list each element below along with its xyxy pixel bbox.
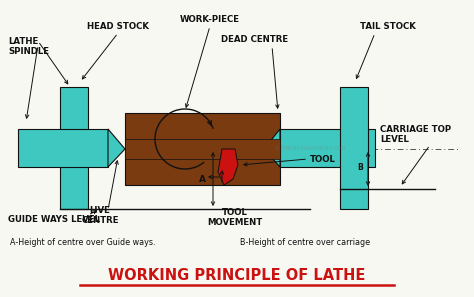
Text: TOOL
MOVEMENT: TOOL MOVEMENT xyxy=(207,208,263,227)
Polygon shape xyxy=(108,129,125,167)
Text: CARRIAGE TOP
LEVEL: CARRIAGE TOP LEVEL xyxy=(380,125,451,144)
Polygon shape xyxy=(218,149,238,185)
Bar xyxy=(125,139,280,159)
Text: A: A xyxy=(199,175,206,184)
Polygon shape xyxy=(264,129,280,167)
Text: LIVE
CENTRE: LIVE CENTRE xyxy=(81,206,119,225)
Text: B-Height of centre over carriage: B-Height of centre over carriage xyxy=(240,238,370,247)
Text: A-Height of centre over Guide ways.: A-Height of centre over Guide ways. xyxy=(10,238,155,247)
Text: WORK-PIECE: WORK-PIECE xyxy=(180,15,240,24)
Bar xyxy=(18,129,108,167)
Bar xyxy=(125,113,280,185)
Text: GUIDE WAYS LEVEL: GUIDE WAYS LEVEL xyxy=(8,215,100,224)
Text: TOOL: TOOL xyxy=(310,154,336,164)
Text: TAIL STOCK: TAIL STOCK xyxy=(360,22,416,31)
Text: B: B xyxy=(357,162,363,171)
Text: HEAD STOCK: HEAD STOCK xyxy=(87,22,149,31)
Text: LATHE
SPINDLE: LATHE SPINDLE xyxy=(8,37,49,56)
Text: DEAD CENTRE: DEAD CENTRE xyxy=(221,35,289,44)
Text: © FINEMETALWORKING.COM: © FINEMETALWORKING.COM xyxy=(275,146,345,151)
Text: WORKING PRINCIPLE OF LATHE: WORKING PRINCIPLE OF LATHE xyxy=(109,268,365,282)
Bar xyxy=(340,87,368,209)
Bar xyxy=(280,129,375,167)
Bar xyxy=(60,87,88,209)
